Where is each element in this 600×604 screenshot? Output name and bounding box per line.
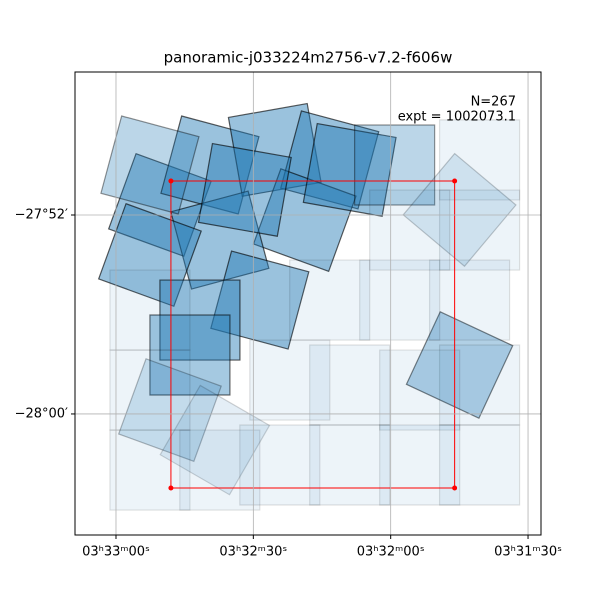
x-tick-label: 03ʰ31ᵐ30ˢ <box>494 545 562 560</box>
footprint <box>149 314 231 396</box>
footprint <box>107 152 212 258</box>
x-tick-label: 03ʰ32ᵐ30ˢ <box>219 545 287 560</box>
chart-title: panoramic-j033224m2756-v7.2-f606w <box>164 49 453 67</box>
footprint <box>170 190 270 290</box>
footprint <box>227 102 322 197</box>
footprint <box>309 344 391 426</box>
footprint <box>438 344 521 426</box>
x-tick-label: 03ʰ32ᵐ00ˢ <box>357 545 425 560</box>
footprint <box>239 424 321 506</box>
footprint <box>369 189 451 271</box>
footprint <box>117 358 222 463</box>
footprint <box>109 429 191 511</box>
region-vertex <box>168 178 174 184</box>
footprint <box>379 349 461 431</box>
region-vertex <box>452 485 458 491</box>
footprint <box>109 349 191 431</box>
footprint <box>100 115 200 215</box>
footprint <box>159 279 241 361</box>
footprint <box>289 259 371 341</box>
footprint <box>159 384 271 496</box>
y-tick-label: −28°00′ <box>15 406 68 421</box>
footprint <box>109 269 191 351</box>
footprint <box>160 115 260 215</box>
footprint <box>359 259 441 341</box>
footprint <box>252 168 357 273</box>
footprint <box>438 119 521 201</box>
annotation: expt = 1002073.1 <box>398 110 516 125</box>
footprint <box>354 124 436 206</box>
y-tick-label: −27°52′ <box>15 207 68 222</box>
footprint <box>197 142 292 237</box>
region-vertex <box>452 178 458 184</box>
footprint <box>402 152 517 268</box>
footprint <box>210 250 310 350</box>
annotation: N=267 <box>471 95 516 110</box>
footprint <box>379 424 461 506</box>
x-tick-label: 03ʰ33ᵐ00ˢ <box>82 545 150 560</box>
footprint <box>249 339 331 421</box>
footprint <box>309 424 391 506</box>
plot-frame <box>74 71 542 536</box>
footprint <box>179 429 261 511</box>
region-vertex <box>168 485 174 491</box>
footprint <box>428 259 511 341</box>
footprint <box>438 424 521 506</box>
footprint <box>405 311 514 419</box>
footprint <box>438 189 521 271</box>
footprint <box>279 110 380 210</box>
footprint <box>302 122 397 217</box>
